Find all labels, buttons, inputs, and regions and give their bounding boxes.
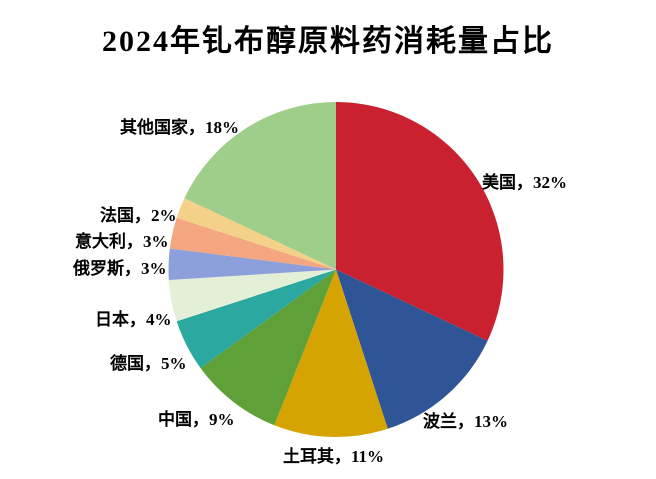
slice-label-俄罗斯: 俄罗斯，3% — [72, 258, 167, 278]
slice-label-波兰: 波兰，13% — [423, 411, 508, 431]
pie-slice-其他国家 — [184, 102, 336, 270]
pie-slice-土耳其 — [274, 269, 388, 437]
pie-slice-中国 — [200, 269, 336, 426]
slice-label-法国: 法国，2% — [100, 205, 177, 225]
pie-slice-波兰 — [336, 269, 488, 429]
slice-label-美国: 美国，32% — [482, 172, 567, 192]
slice-label-土耳其: 土耳其，11% — [283, 446, 384, 466]
pie-slice-俄罗斯 — [168, 248, 336, 281]
slice-label-日本: 日本，4% — [95, 309, 172, 329]
slice-label-其他国家: 其他国家，18% — [120, 117, 239, 137]
slice-label-德国: 德国，5% — [110, 353, 187, 373]
slice-label-中国: 中国，9% — [158, 409, 235, 429]
pie-slice-法国 — [176, 198, 336, 270]
pie-slice-日本 — [168, 269, 336, 322]
pie-slice-美国 — [336, 102, 504, 341]
chart-title: 2024年钆布醇原料药消耗量占比 — [102, 25, 554, 58]
slice-label-意大利: 意大利，3% — [75, 231, 169, 251]
pie-slice-意大利 — [169, 217, 336, 270]
pie-slice-德国 — [176, 269, 336, 368]
